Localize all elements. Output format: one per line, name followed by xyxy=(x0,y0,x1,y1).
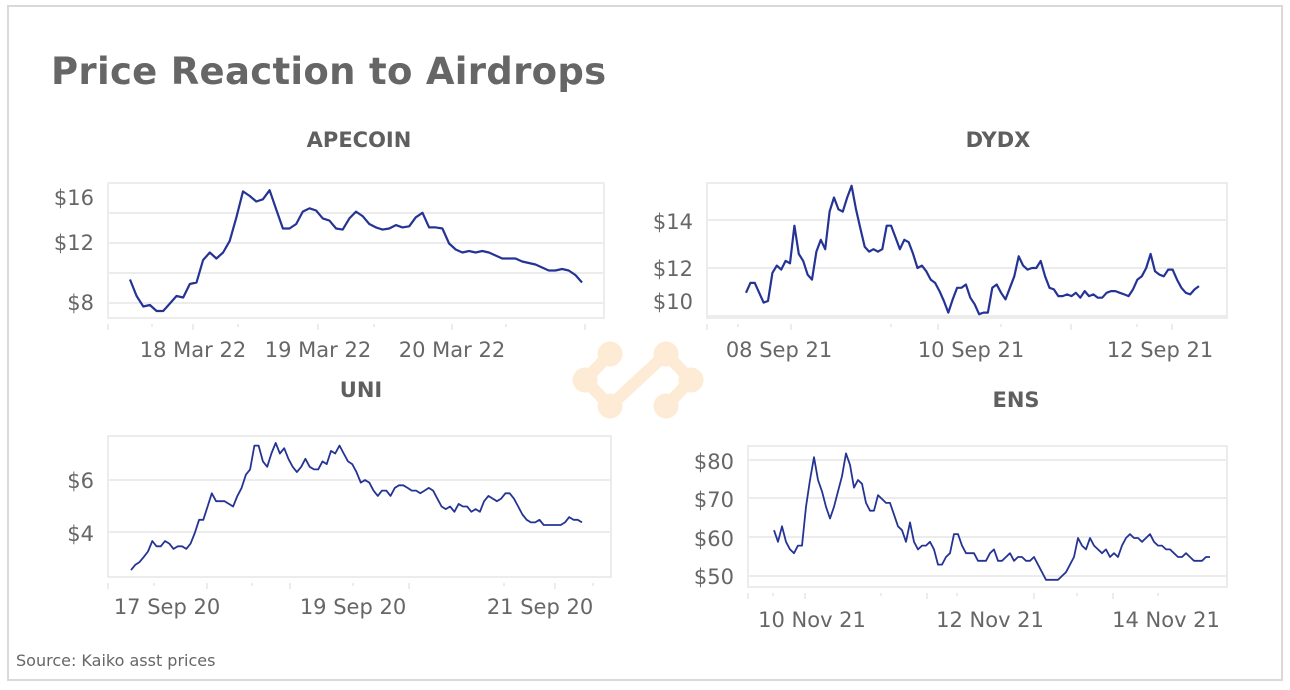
page-title: Price Reaction to Airdrops xyxy=(51,50,607,93)
ytick-label-ens-2: $60 xyxy=(694,527,734,551)
chart-title-ens: ENS xyxy=(992,388,1039,412)
chart-title-dydx: DYDX xyxy=(966,128,1031,152)
chart-title-uni: UNI xyxy=(340,378,382,402)
ytick-label-apecoin-0: $16 xyxy=(54,186,94,210)
ytick-label-apecoin-2: $8 xyxy=(67,291,94,315)
ytick-label-uni-0: $6 xyxy=(67,469,94,493)
xtick-label-uni-1: 19 Sep 20 xyxy=(300,595,406,619)
xtick-label-ens-1: 12 Nov 21 xyxy=(936,608,1044,632)
xtick-label-uni-0: 17 Sep 20 xyxy=(114,595,220,619)
ytick-label-ens-0: $80 xyxy=(694,450,734,474)
series-line-dydx xyxy=(744,184,1200,316)
xtick-label-uni-2: 21 Sep 20 xyxy=(487,595,593,619)
ytick-label-uni-1: $4 xyxy=(67,522,94,546)
ytick-label-ens-3: $50 xyxy=(694,565,734,589)
ytick-label-dydx-2: $10 xyxy=(653,290,693,314)
xtick-label-apecoin-1: 19 Mar 22 xyxy=(265,338,371,362)
kaiko-logo-icon xyxy=(572,341,704,419)
ytick-label-dydx-1: $12 xyxy=(653,257,693,281)
plot-area-uni xyxy=(107,435,612,578)
ytick-label-dydx-0: $14 xyxy=(653,210,693,234)
xtick-label-apecoin-0: 18 Mar 22 xyxy=(140,338,246,362)
xtick-label-ens-0: 10 Nov 21 xyxy=(758,608,866,632)
ytick-label-ens-1: $70 xyxy=(694,488,734,512)
xtick-label-apecoin-2: 20 Mar 22 xyxy=(399,338,505,362)
xtick-label-dydx-1: 10 Sep 21 xyxy=(918,338,1024,362)
series-line-ens xyxy=(773,452,1210,581)
source-note: Source: Kaiko asst prices xyxy=(16,651,216,670)
plot-area-apecoin xyxy=(107,182,605,319)
xtick-label-dydx-2: 12 Sep 21 xyxy=(1107,338,1213,362)
xtick-label-ens-2: 14 Nov 21 xyxy=(1112,608,1220,632)
ytick-label-apecoin-1: $12 xyxy=(54,231,94,255)
xtick-label-dydx-0: 08 Sep 21 xyxy=(726,338,832,362)
plot-area-ens xyxy=(747,445,1228,588)
chart-title-apecoin: APECOIN xyxy=(307,128,412,152)
plot-area-dydx xyxy=(706,182,1228,319)
